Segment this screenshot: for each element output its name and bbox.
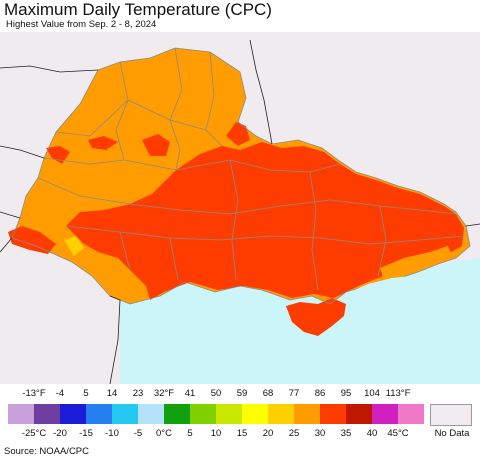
celsius-tick-labels: -25°C -20 -15 -10 -5 0°C 5 10 15 20 25 30 35 40 45°C <box>0 428 480 442</box>
celsius-tick-label: -10 <box>105 428 119 439</box>
celsius-tick-label: 0°C <box>156 428 172 439</box>
legend-swatch <box>268 404 294 424</box>
legend-swatch <box>8 404 34 424</box>
crimea <box>286 298 346 336</box>
fahrenheit-tick-label: 95 <box>340 388 352 399</box>
map-subtitle: Highest Value from Sep. 2 - 8, 2024 <box>6 19 157 30</box>
legend-swatch <box>34 404 60 424</box>
fahrenheit-tick-label: 5 <box>83 388 89 399</box>
legend-swatch <box>112 404 138 424</box>
region-orange-coast <box>380 246 452 280</box>
fahrenheit-tick-label: -13°F <box>22 388 46 399</box>
fahrenheit-tick-label: 23 <box>132 388 144 399</box>
region-red-spot-1 <box>142 134 170 156</box>
fahrenheit-tick-label: 41 <box>184 388 196 399</box>
fahrenheit-tick-label: 113°F <box>385 388 411 399</box>
region-yellow-spot <box>64 236 84 256</box>
map-title: Maximum Daily Temperature (CPC) <box>4 0 272 19</box>
celsius-tick-label: 30 <box>314 428 326 439</box>
region-red-north <box>226 122 250 146</box>
fahrenheit-tick-label: 50 <box>210 388 222 399</box>
celsius-tick-label: 5 <box>187 428 193 439</box>
source-credit: Source: NOAA/CPC <box>4 446 89 457</box>
legend-color-bar <box>0 404 480 424</box>
fahrenheit-tick-label: -4 <box>55 388 65 399</box>
fahrenheit-tick-label: 59 <box>236 388 248 399</box>
region-red-west <box>8 226 56 254</box>
legend-swatch <box>216 404 242 424</box>
celsius-tick-label: 25 <box>288 428 300 439</box>
legend-swatch <box>190 404 216 424</box>
celsius-tick-label: -15 <box>79 428 93 439</box>
azov-sea <box>350 276 410 302</box>
fahrenheit-tick-labels: -13°F -4 5 14 23 32°F 41 50 59 68 77 86 95 104 113°F <box>0 388 480 402</box>
celsius-tick-label: -5 <box>133 428 143 439</box>
temperature-map <box>0 32 480 384</box>
legend-swatch <box>398 404 424 424</box>
celsius-tick-label: 40 <box>366 428 378 439</box>
legend-swatch <box>60 404 86 424</box>
celsius-tick-label: 15 <box>236 428 248 439</box>
legend-swatch <box>346 404 372 424</box>
legend-swatch <box>320 404 346 424</box>
legend-swatch <box>242 404 268 424</box>
celsius-tick-label: -20 <box>53 428 67 439</box>
fahrenheit-tick-label: 32°F <box>153 388 175 399</box>
legend-swatch <box>372 404 398 424</box>
fahrenheit-tick-label: 104 <box>364 388 380 399</box>
fahrenheit-tick-label: 86 <box>314 388 326 399</box>
no-data-label: No Data <box>434 428 470 439</box>
no-data-swatch <box>430 404 472 426</box>
celsius-tick-label: 35 <box>340 428 352 439</box>
celsius-tick-label: 10 <box>210 428 222 439</box>
fahrenheit-tick-label: 77 <box>288 388 300 399</box>
region-red-spot-2 <box>88 136 118 150</box>
fahrenheit-tick-label: 68 <box>262 388 274 399</box>
celsius-tick-label: 45°C <box>387 428 409 439</box>
country-borders <box>0 39 480 384</box>
fahrenheit-tick-label: 14 <box>106 388 118 399</box>
celsius-tick-label: -25°C <box>21 428 47 439</box>
celsius-tick-label: 20 <box>262 428 274 439</box>
region-red-spot-3 <box>46 146 70 164</box>
legend-swatch <box>294 404 320 424</box>
legend-swatch <box>138 404 164 424</box>
legend-swatch <box>164 404 190 424</box>
region-red-orange <box>66 142 464 300</box>
legend-swatch <box>86 404 112 424</box>
admin-borders <box>11 47 471 305</box>
